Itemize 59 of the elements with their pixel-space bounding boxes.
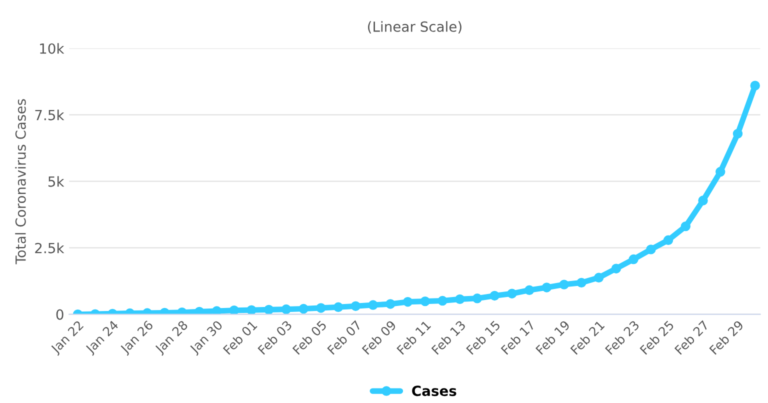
point (490, 290, 500, 301)
y-tick-label: 0 (56, 309, 64, 320)
point (455, 294, 465, 304)
x-tick-label: Feb 29 (708, 320, 744, 355)
y-tick-label: 5k (48, 176, 64, 187)
x-tick-label: Feb 15 (466, 320, 501, 355)
point (646, 244, 656, 254)
x-tick-label: Feb 19 (535, 320, 570, 355)
point (663, 235, 674, 245)
point (594, 272, 604, 282)
x-tick-label: Jan 28 (154, 320, 190, 356)
chart-title: (Linear Scale) (368, 21, 462, 34)
point (420, 296, 430, 306)
y-tick-label: 10k (40, 43, 64, 54)
point (750, 80, 760, 90)
point (507, 288, 517, 298)
point (316, 303, 326, 313)
x-tick-label: Jan 22 (50, 320, 86, 356)
point (386, 299, 396, 309)
x-tick-label: Feb 03 (257, 320, 292, 355)
point (698, 196, 708, 206)
point (611, 264, 622, 274)
x-tick-label: Feb 01 (222, 320, 258, 355)
point (542, 282, 552, 292)
point (559, 280, 569, 290)
point (438, 296, 448, 306)
x-tick-label: Feb 21 (570, 320, 605, 355)
point (402, 296, 413, 307)
point (472, 294, 482, 304)
y-tick-label: 7.5k (35, 110, 64, 120)
point (246, 305, 256, 314)
x-tick-label: Feb 07 (326, 320, 362, 355)
point (680, 221, 691, 232)
x-tick-label: Jan 26 (119, 320, 156, 356)
point (524, 285, 534, 295)
x-tick-label: Feb 05 (292, 320, 328, 355)
x-tick-label: Feb 09 (362, 320, 397, 355)
point (716, 166, 726, 177)
x-tick-label: Feb 13 (431, 320, 466, 355)
y-axis-title: Total Coronavirus Cases (15, 99, 26, 264)
x-tick-label: Feb 17 (500, 320, 536, 355)
point (732, 128, 743, 139)
x-tick-label: Feb 25 (639, 320, 674, 355)
point (229, 305, 239, 314)
point (350, 301, 361, 311)
x-tick-label: Feb 23 (604, 320, 640, 355)
x-tick-label: Feb 27 (674, 320, 710, 355)
point (333, 302, 344, 312)
point (281, 304, 292, 314)
x-tick-label: Feb 11 (396, 320, 432, 355)
point (368, 300, 378, 310)
point (628, 254, 638, 264)
point (298, 304, 308, 314)
legend-label: Cases (412, 386, 456, 396)
point (264, 304, 274, 314)
y-tick-label: 2.5k (35, 242, 64, 254)
point (212, 306, 222, 314)
x-tick-label: Jan 24 (84, 320, 121, 356)
point (576, 278, 586, 288)
